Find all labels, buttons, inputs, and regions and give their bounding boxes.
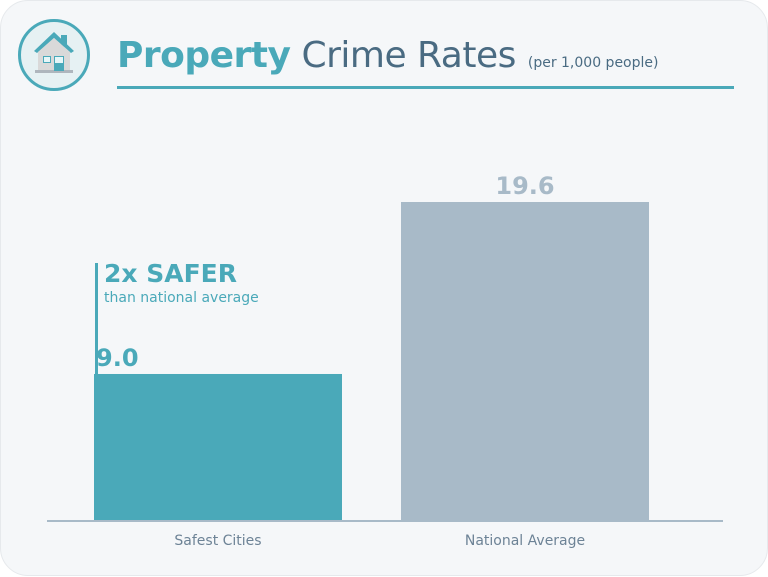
title-underline xyxy=(117,86,734,89)
annotation-headline: 2x SAFER xyxy=(104,259,237,288)
page-title: Property Crime Rates (per 1,000 people) xyxy=(117,35,658,76)
title-bold: Property xyxy=(117,35,291,76)
value-label-0: 9.0 xyxy=(96,344,139,372)
category-label-0: Safest Cities xyxy=(174,533,261,549)
bar-1 xyxy=(401,202,649,520)
annotation-line xyxy=(95,263,98,379)
title-subtitle: (per 1,000 people) xyxy=(527,55,659,71)
title-rest: Crime Rates xyxy=(301,35,516,76)
category-label-1: National Average xyxy=(465,533,585,549)
bar-0 xyxy=(94,373,342,520)
value-label-1: 19.6 xyxy=(495,172,554,200)
house-icon xyxy=(18,19,90,91)
annotation-subtext: than national average xyxy=(104,290,259,306)
